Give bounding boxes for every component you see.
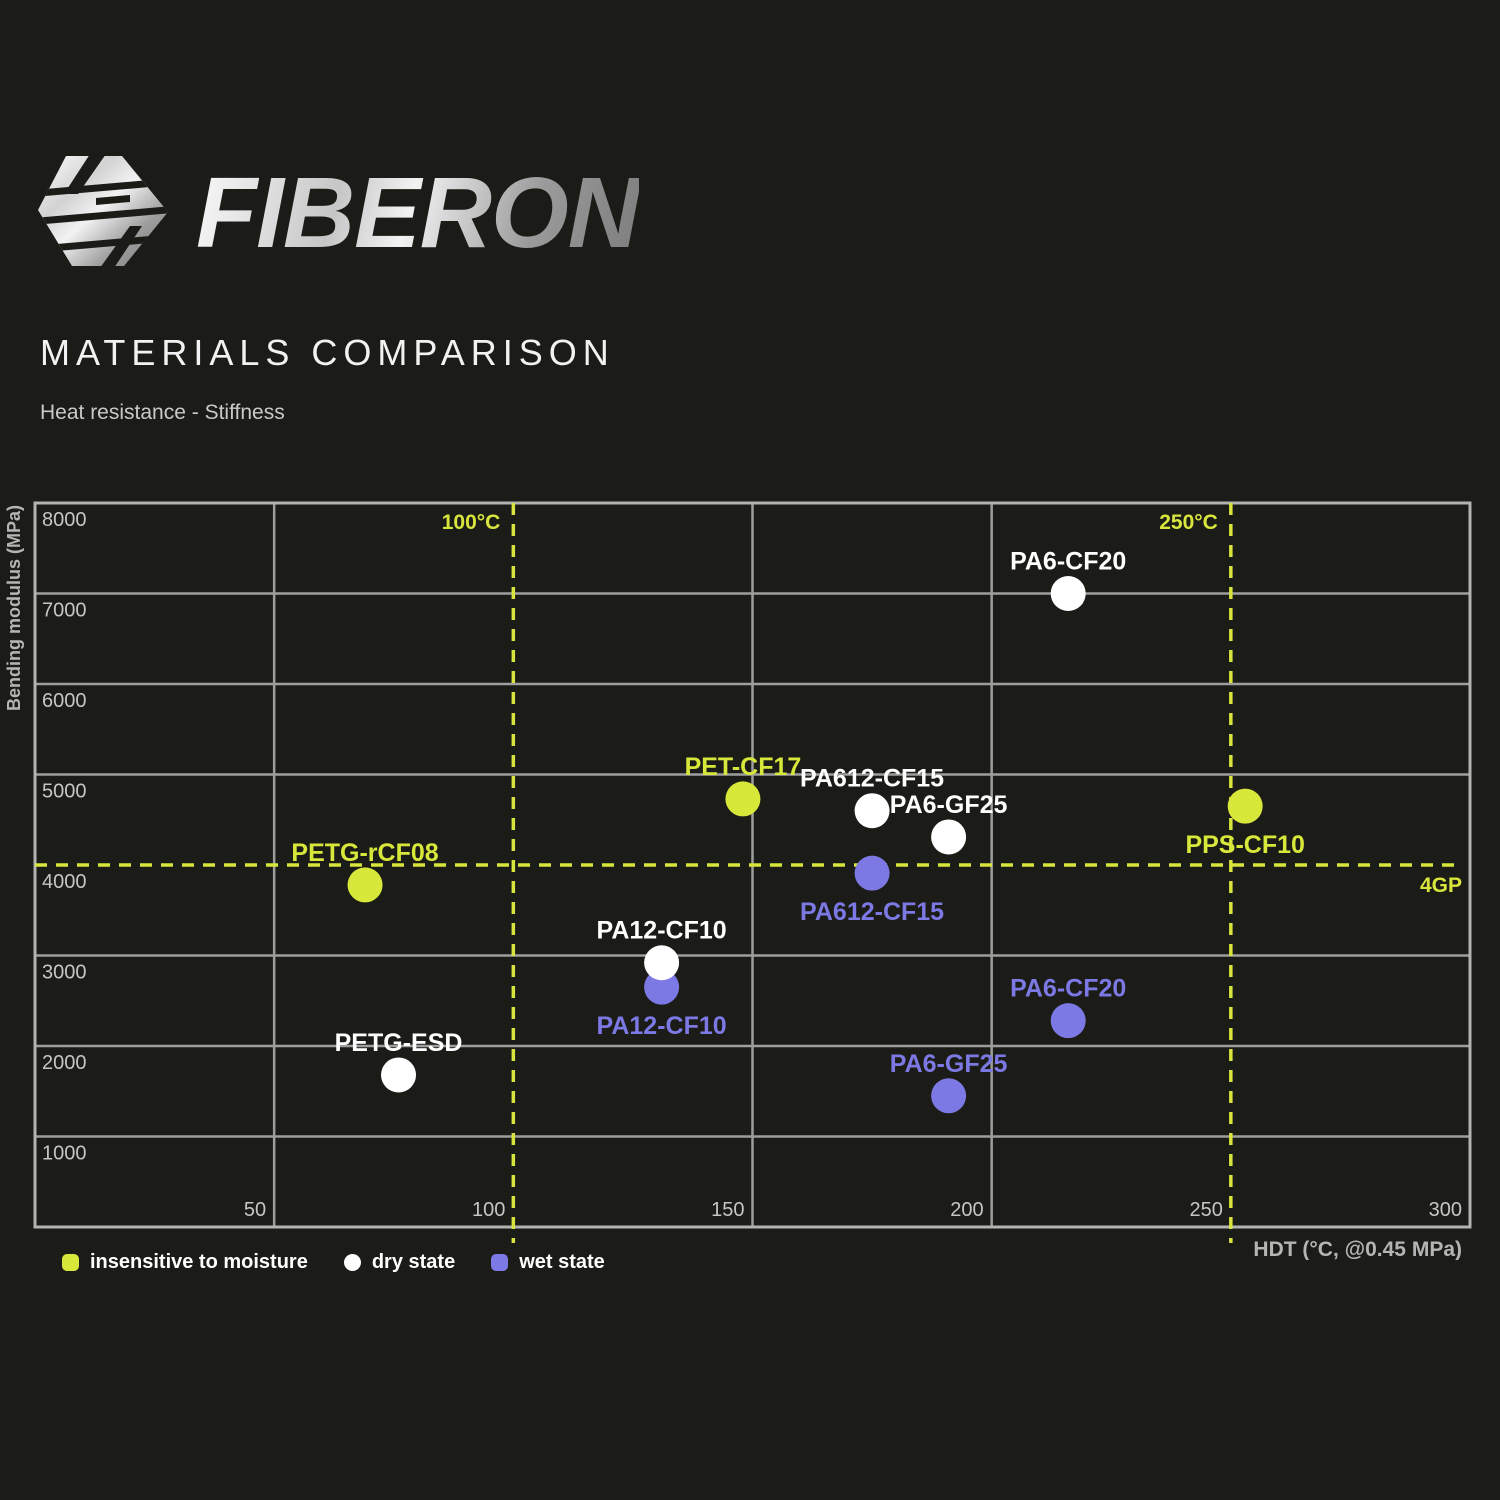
y-tick-label: 7000 xyxy=(42,600,87,622)
data-point xyxy=(644,945,680,981)
y-tick-label: 2000 xyxy=(42,1052,87,1074)
y-tick-label: 5000 xyxy=(42,781,87,803)
y-axis-title: Bending modulus (MPa) xyxy=(4,505,24,711)
legend-label: dry state xyxy=(371,1251,456,1273)
data-point-label: PETG-ESD xyxy=(335,1029,463,1057)
data-point-label: PPS-CF10 xyxy=(1185,831,1304,859)
data-point-label: PA612-CF15 xyxy=(800,898,944,926)
hexagon-emblem xyxy=(38,156,168,266)
legend-item-insensitive: insensitive to moisture xyxy=(62,1251,308,1274)
x-tick-label: 50 xyxy=(244,1199,266,1221)
legend-item-dry: dry state xyxy=(343,1251,456,1274)
temperature-guide-label: 100°C xyxy=(442,511,501,534)
data-point-label: PA6-GF25 xyxy=(890,1050,1008,1078)
data-point xyxy=(725,781,761,817)
y-tick-label: 3000 xyxy=(42,962,87,984)
legend-label: insensitive to moisture xyxy=(90,1251,308,1273)
fiberon-logo xyxy=(38,156,168,266)
y-tick-label: 4000 xyxy=(42,871,87,893)
data-point-label: PA12-CF10 xyxy=(597,1012,727,1040)
data-point-label: PETG-rCF08 xyxy=(291,839,438,867)
dry-state-marker-icon xyxy=(343,1254,361,1271)
temperature-guide-label: 250°C xyxy=(1159,511,1218,534)
chart-legend: insensitive to moisture dry state wet st… xyxy=(62,1251,641,1274)
x-tick-label: 150 xyxy=(711,1199,744,1221)
brand-wordmark: FIBERON xyxy=(196,157,640,269)
data-point xyxy=(347,867,383,903)
page-title: MATERIALS COMPARISON xyxy=(40,332,615,373)
wet-state-marker-icon xyxy=(491,1254,509,1271)
y-tick-label: 1000 xyxy=(42,1143,87,1165)
data-point-label: PA12-CF10 xyxy=(597,917,727,945)
data-point xyxy=(1227,788,1263,824)
x-tick-label: 200 xyxy=(950,1199,983,1221)
data-point xyxy=(1050,1003,1086,1039)
data-point xyxy=(381,1057,417,1093)
x-tick-label: 100 xyxy=(472,1199,505,1221)
x-tick-label: 250 xyxy=(1189,1199,1222,1221)
data-point xyxy=(854,793,890,829)
data-point xyxy=(854,855,890,891)
materials-scatter-chart: 100°C 250°C 4GP 50 100 150 200 250 300 1000 2000 30… xyxy=(4,501,1472,1260)
legend-item-wet: wet state xyxy=(491,1251,605,1274)
data-point xyxy=(1050,576,1086,611)
modulus-guide-label: 4GP xyxy=(1420,874,1462,897)
data-point xyxy=(931,1078,967,1114)
data-point-label: PA6-CF20 xyxy=(1010,975,1126,1003)
insensitive-marker-icon xyxy=(62,1254,79,1271)
x-tick-label: 300 xyxy=(1429,1199,1462,1221)
data-point xyxy=(931,819,967,855)
x-axis-title: HDT (°C, @0.45 MPa) xyxy=(1253,1238,1462,1260)
data-point-label: PA6-GF25 xyxy=(890,791,1008,819)
page-subtitle: Heat resistance - Stiffness xyxy=(40,401,285,424)
data-point-label: PA612-CF15 xyxy=(800,765,944,793)
y-tick-label: 8000 xyxy=(42,509,87,531)
data-point-label: PET-CF17 xyxy=(685,753,802,781)
legend-label: wet state xyxy=(519,1251,605,1273)
data-point xyxy=(644,969,680,1005)
y-tick-label: 6000 xyxy=(42,690,87,712)
data-point-label: PA6-CF20 xyxy=(1010,548,1126,576)
